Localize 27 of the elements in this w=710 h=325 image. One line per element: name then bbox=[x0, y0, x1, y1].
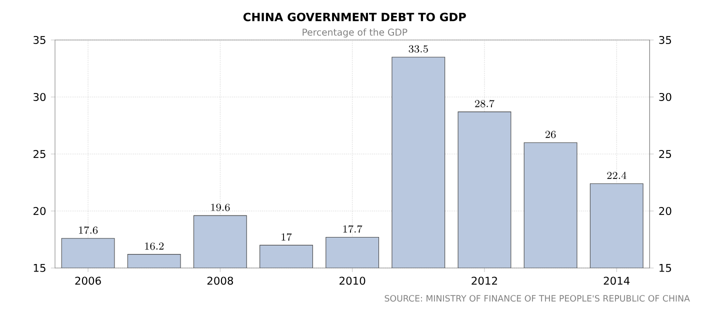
x-tick-label: 2006 bbox=[75, 276, 101, 285]
y2-tick-label: 15 bbox=[660, 264, 672, 272]
y-tick-label: 35 bbox=[34, 36, 46, 44]
chart-title: CHINA GOVERNMENT DEBT TO GDP bbox=[243, 12, 466, 22]
x-tick-label: 2010 bbox=[340, 276, 366, 285]
data-label: 22.4 bbox=[607, 172, 626, 179]
y2-tick-label: 20 bbox=[659, 206, 672, 216]
data-label: 17.7 bbox=[343, 225, 362, 233]
data-label: 28.7 bbox=[474, 100, 494, 108]
data-label: 16.2 bbox=[145, 242, 164, 250]
y2-tick-label: 35 bbox=[659, 36, 672, 44]
source-note: SOURCE: MINISTRY OF FINANCE OF THE PEOPLE'S REPUBLIC OF CHINA bbox=[384, 295, 690, 302]
y2-tick-label: 30 bbox=[659, 92, 672, 102]
x-tick-label: 2012 bbox=[472, 276, 497, 285]
data-label: 33.5 bbox=[408, 45, 428, 53]
data-label: 17.6 bbox=[78, 226, 98, 234]
x-tick-label: 2014 bbox=[604, 276, 630, 285]
chart-subtitle: Percentage of the GDP bbox=[302, 28, 408, 38]
x-tick-label: 2008 bbox=[207, 276, 234, 285]
y2-tick-label: 25 bbox=[659, 150, 672, 158]
y-tick-label: 20 bbox=[33, 206, 46, 216]
data-label: 19.6 bbox=[211, 204, 230, 212]
y-tick-label: 25 bbox=[33, 150, 46, 158]
y-tick-label: 15 bbox=[34, 264, 46, 272]
data-label: 26 bbox=[545, 130, 556, 138]
y-tick-label: 30 bbox=[34, 92, 46, 102]
data-label: 17 bbox=[282, 233, 292, 241]
